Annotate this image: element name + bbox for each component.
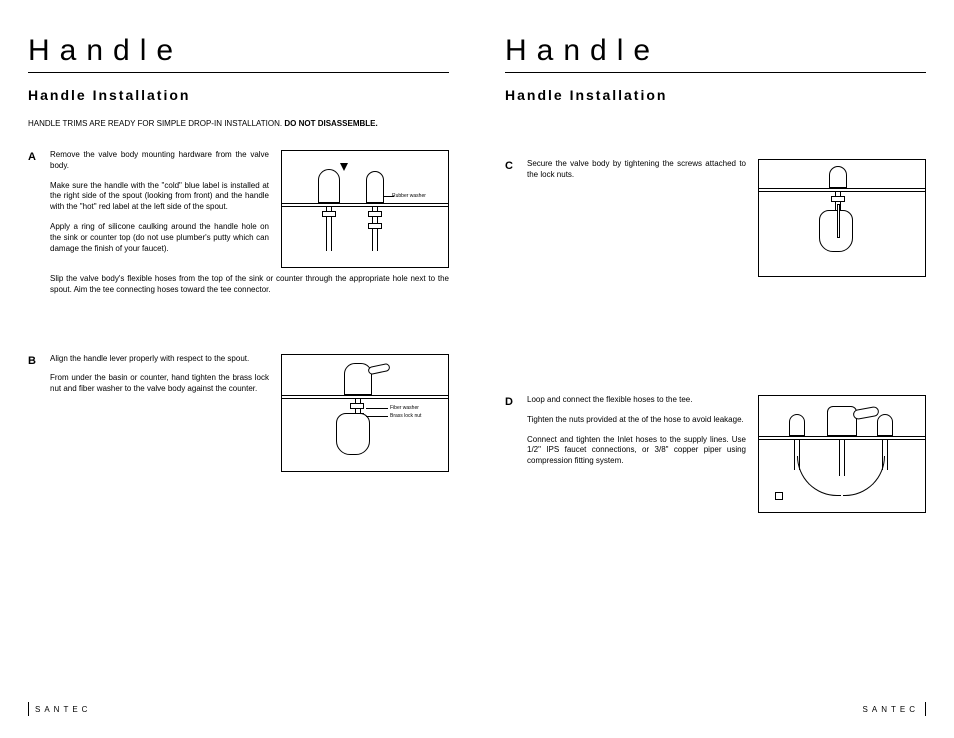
figure-d — [758, 395, 926, 513]
step-a-p4: Slip the valve body's flexible hoses fro… — [50, 274, 449, 296]
brand-bar-icon — [28, 702, 29, 716]
step-d: D Loop and connect the flexible hoses to… — [505, 395, 926, 513]
step-a-p1: Remove the valve body mounting hardware … — [50, 150, 269, 172]
brand-text: SANTEC — [35, 705, 91, 714]
figure-b: Fiber washer Brass lock nut — [281, 354, 449, 472]
step-c-p1: Secure the valve body by tightening the … — [527, 159, 746, 181]
section-subtitle: Handle Installation — [28, 87, 449, 103]
section-title: Handle — [28, 34, 449, 73]
step-d-p3: Connect and tighten the Inlet hoses to t… — [527, 435, 746, 467]
step-b-p1: Align the handle lever properly with res… — [50, 354, 269, 365]
section-subtitle: Handle Installation — [505, 87, 926, 103]
brand-footer: SANTEC — [863, 702, 926, 716]
step-a-p3: Apply a ring of silicone caulking around… — [50, 222, 269, 254]
step-b: B Align the handle lever properly with r… — [28, 354, 449, 472]
fig-b-label1: Fiber washer — [390, 405, 419, 411]
step-b-p2: From under the basin or counter, hand ti… — [50, 373, 269, 395]
step-letter: C — [505, 159, 517, 277]
figure-c — [758, 159, 926, 277]
step-text: Remove the valve body mounting hardware … — [50, 150, 269, 268]
brand-footer: SANTEC — [28, 702, 91, 716]
step-letter: B — [28, 354, 40, 472]
step-a-p2: Make sure the handle with the "cold" blu… — [50, 181, 269, 213]
step-c: C Secure the valve body by tightening th… — [505, 159, 926, 277]
step-text: Secure the valve body by tightening the … — [527, 159, 746, 277]
note-bold: DO NOT DISASSEMBLE. — [284, 119, 377, 128]
figure-a: Rubber washer — [281, 150, 449, 268]
left-column: Handle Handle Installation HANDLE TRIMS … — [0, 0, 477, 738]
step-text: Align the handle lever properly with res… — [50, 354, 269, 472]
step-letter: A — [28, 150, 40, 296]
step-d-p1: Loop and connect the flexible hoses to t… — [527, 395, 746, 406]
disassemble-note: HANDLE TRIMS ARE READY FOR SIMPLE DROP-I… — [28, 119, 449, 128]
fig-b-label2: Brass lock nut — [390, 413, 421, 419]
brand-text: SANTEC — [863, 705, 919, 714]
step-d-p2: Tighten the nuts provided at the of the … — [527, 415, 746, 426]
fig-a-label: Rubber washer — [392, 193, 426, 199]
right-column: Handle Handle Installation C Secure the … — [477, 0, 954, 738]
page: Handle Handle Installation HANDLE TRIMS … — [0, 0, 954, 738]
step-text: Loop and connect the flexible hoses to t… — [527, 395, 746, 513]
note-text: HANDLE TRIMS ARE READY FOR SIMPLE DROP-I… — [28, 119, 284, 128]
step-letter: D — [505, 395, 517, 513]
section-title: Handle — [505, 34, 926, 73]
step-a: A Remove the valve body mounting hardwar… — [28, 150, 449, 296]
brand-bar-icon — [925, 702, 926, 716]
